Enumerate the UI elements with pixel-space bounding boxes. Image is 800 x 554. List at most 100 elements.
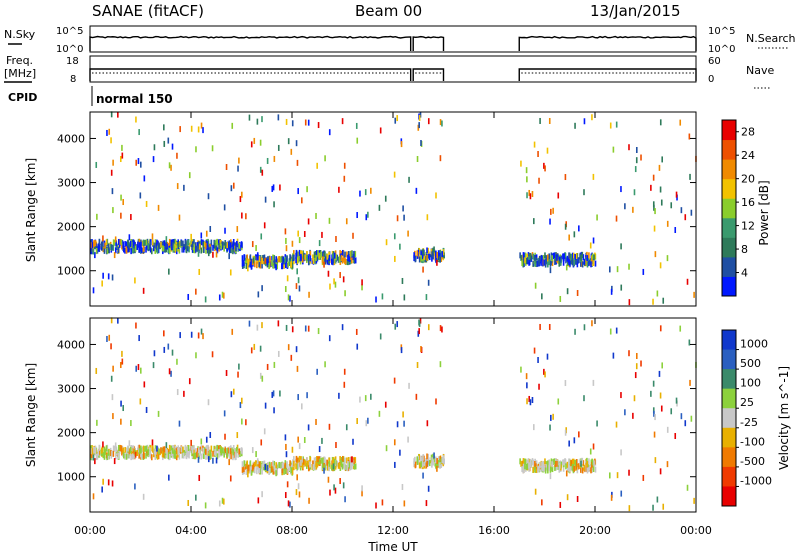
- velocity-echo: [533, 424, 535, 431]
- velocity-echo: [244, 463, 247, 470]
- power-echo: [279, 184, 281, 191]
- date-title: 13/Jan/2015: [590, 2, 681, 20]
- velocity-echo: [162, 446, 165, 453]
- noise-panel-frame: [89, 25, 697, 53]
- power-echo: [228, 253, 230, 260]
- velocity-echo: [134, 451, 137, 458]
- power-echo: [328, 217, 331, 224]
- power-echo: [552, 252, 555, 259]
- power-echo: [253, 255, 256, 262]
- velocity-echo: [265, 463, 267, 470]
- power-echo: [117, 111, 119, 118]
- velocity-echo: [594, 458, 596, 465]
- power-echo: [656, 290, 659, 297]
- power-echo: [138, 129, 140, 136]
- power-echo: [423, 253, 426, 260]
- power-echo: [375, 296, 377, 303]
- velocity-echo: [570, 464, 573, 471]
- power-echo: [566, 255, 569, 262]
- velocity-echo: [241, 397, 243, 404]
- power-echo: [345, 218, 348, 225]
- velocity-echo: [384, 401, 387, 408]
- velocity-echo: [339, 456, 341, 463]
- power-echo: [266, 157, 269, 164]
- power-echo: [215, 239, 218, 246]
- velocity-echo: [153, 350, 156, 357]
- velocity-echo: [124, 453, 126, 460]
- power-echo: [341, 251, 343, 258]
- velocity-colorbar-segment: [722, 486, 736, 507]
- velocity-echo: [172, 452, 175, 459]
- power-echo: [229, 242, 232, 249]
- power-echo: [416, 250, 419, 257]
- velocity-echo: [301, 462, 304, 469]
- velocity-echo: [184, 449, 187, 456]
- velocity-echo: [218, 449, 220, 456]
- power-echo: [261, 258, 263, 265]
- y-tick-label: 2000: [57, 427, 85, 440]
- power-echo: [159, 243, 161, 250]
- power-echo: [615, 121, 618, 128]
- power-echo: [327, 255, 329, 262]
- power-echo: [335, 236, 337, 243]
- velocity-echo: [307, 465, 310, 472]
- power-echo: [679, 119, 682, 126]
- velocity-echo: [654, 414, 656, 421]
- power-echo: [295, 283, 298, 290]
- power-echo: [280, 256, 282, 263]
- power-echo: [583, 258, 586, 265]
- power-echo: [312, 254, 314, 261]
- velocity-echo: [588, 458, 590, 465]
- velocity-echo: [200, 438, 203, 445]
- velocity-echo: [252, 463, 255, 470]
- power-echo: [104, 242, 106, 249]
- power-echo: [438, 256, 441, 263]
- velocity-echo: [421, 459, 424, 466]
- velocity-echo: [535, 466, 538, 473]
- velocity-echo: [355, 328, 358, 335]
- velocity-echo: [297, 457, 300, 464]
- velocity-echo: [180, 446, 183, 453]
- velocity-echo: [347, 457, 350, 464]
- power-echo: [272, 254, 274, 261]
- power-echo: [176, 152, 178, 159]
- velocity-echo: [306, 457, 308, 464]
- velocity-colorbar-label: 1000: [740, 338, 768, 351]
- power-echo: [620, 243, 622, 250]
- velocity-echo: [393, 439, 396, 446]
- velocity-echo: [271, 466, 273, 473]
- power-echo: [230, 185, 233, 192]
- power-echo: [236, 226, 239, 233]
- velocity-echo: [290, 354, 293, 361]
- velocity-echo: [175, 448, 178, 455]
- power-echo: [124, 241, 126, 248]
- power-echo: [522, 257, 525, 264]
- power-echo: [281, 261, 284, 268]
- power-echo: [527, 257, 529, 264]
- power-echo: [421, 253, 424, 260]
- velocity-echo: [176, 358, 178, 365]
- velocity-echo: [193, 445, 195, 452]
- velocity-echo: [298, 443, 301, 450]
- velocity-echo: [166, 449, 168, 456]
- velocity-echo: [690, 415, 693, 422]
- velocity-echo: [96, 419, 98, 426]
- velocity-echo: [544, 458, 546, 465]
- velocity-echo: [174, 450, 176, 457]
- velocity-echo: [577, 463, 579, 470]
- power-echo: [134, 277, 136, 284]
- velocity-echo: [176, 389, 179, 396]
- velocity-echo: [342, 482, 345, 489]
- velocity-echo: [167, 343, 170, 350]
- power-echo: [558, 256, 561, 263]
- velocity-echo: [124, 447, 126, 454]
- velocity-echo: [216, 453, 219, 460]
- power-echo: [586, 261, 589, 268]
- power-echo: [399, 243, 401, 250]
- power-echo: [564, 174, 567, 181]
- velocity-echo: [185, 453, 188, 460]
- velocity-echo: [184, 445, 187, 452]
- velocity-echo: [576, 467, 579, 474]
- velocity-echo: [289, 501, 291, 508]
